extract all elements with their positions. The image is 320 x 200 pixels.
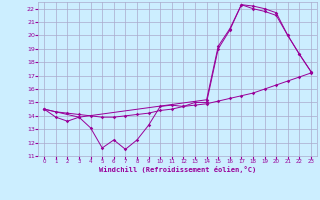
X-axis label: Windchill (Refroidissement éolien,°C): Windchill (Refroidissement éolien,°C) xyxy=(99,166,256,173)
